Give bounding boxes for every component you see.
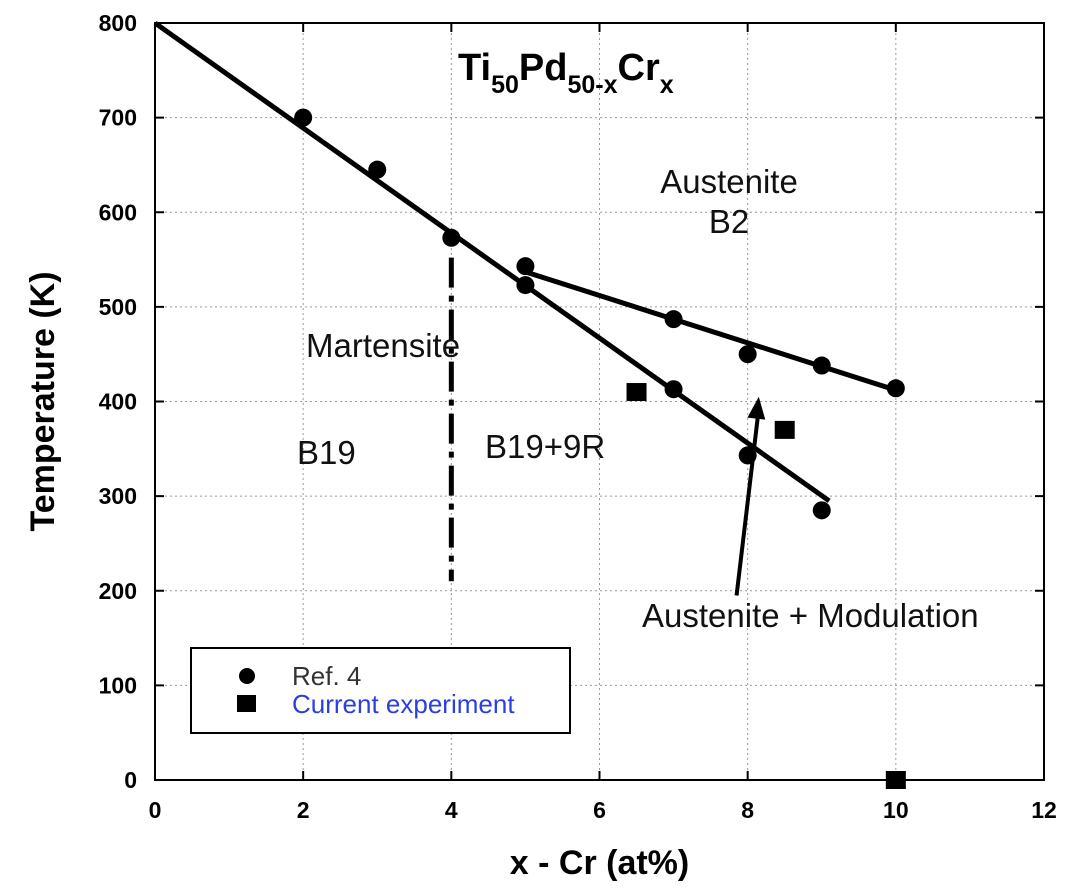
y-tick-label-100: 100 bbox=[99, 672, 137, 698]
x-tick-label-4: 4 bbox=[445, 797, 458, 823]
point-current-0 bbox=[626, 383, 647, 402]
chart-title-formula: Ti50Pd50-xCrx bbox=[458, 47, 674, 99]
y-tick-labels: 0 100 200 300 400 500 600 700 800 bbox=[99, 10, 137, 793]
title-pd: Pd bbox=[519, 47, 568, 89]
y-tick-label-300: 300 bbox=[99, 483, 137, 509]
arrow-head bbox=[747, 396, 766, 420]
title-sub-x: x bbox=[660, 71, 674, 99]
title-cr: Cr bbox=[618, 47, 660, 89]
fit-line-0 bbox=[153, 20, 831, 503]
y-axis-title: Temperature (K) bbox=[24, 271, 62, 531]
y-tick-label-200: 200 bbox=[99, 578, 137, 604]
data-points bbox=[294, 108, 906, 789]
y-tick-label-800: 800 bbox=[99, 10, 137, 36]
point-ref4-1 bbox=[368, 160, 387, 179]
y-tick-label-0: 0 bbox=[124, 767, 137, 793]
legend-circle-marker bbox=[239, 668, 255, 684]
x-tick-label-0: 0 bbox=[149, 797, 162, 823]
point-ref4-5 bbox=[664, 310, 683, 329]
legend-box bbox=[190, 647, 571, 734]
point-ref4-2 bbox=[442, 228, 461, 247]
legend-ref4-label: Ref. 4 bbox=[292, 661, 361, 691]
label-b2: B2 bbox=[709, 203, 749, 240]
label-martensite: Martensite bbox=[306, 327, 460, 364]
point-ref4-3 bbox=[516, 257, 535, 276]
point-ref4-11 bbox=[886, 379, 905, 398]
x-tick-label-12: 12 bbox=[1031, 797, 1057, 823]
x-tick-label-10: 10 bbox=[883, 797, 909, 823]
x-tick-label-6: 6 bbox=[593, 797, 606, 823]
y-tick-label-600: 600 bbox=[99, 199, 137, 225]
legend-current-label: Current experiment bbox=[292, 689, 515, 719]
x-tick-label-2: 2 bbox=[297, 797, 310, 823]
legend: Ref. 4 Current experiment bbox=[190, 647, 571, 734]
arrow-shaft bbox=[734, 408, 761, 596]
point-current-2 bbox=[885, 771, 906, 789]
x-axis-title: x - Cr (at%) bbox=[510, 844, 689, 882]
legend-square-marker bbox=[237, 695, 256, 712]
label-b19: B19 bbox=[297, 434, 356, 471]
x-tick-labels: 0 2 4 6 8 10 12 bbox=[149, 797, 1057, 823]
modulation-arrow bbox=[734, 396, 766, 596]
point-ref4-9 bbox=[812, 356, 831, 375]
label-austenite-modulation: Austenite + Modulation bbox=[642, 597, 979, 634]
fit-line-1 bbox=[524, 269, 897, 393]
point-ref4-0 bbox=[294, 108, 313, 127]
y-tick-label-500: 500 bbox=[99, 294, 137, 320]
point-ref4-4 bbox=[516, 276, 535, 295]
point-ref4-7 bbox=[738, 345, 757, 364]
label-b19-9r: B19+9R bbox=[485, 428, 605, 465]
point-ref4-6 bbox=[664, 380, 683, 399]
label-austenite: Austenite bbox=[660, 163, 798, 200]
x-tick-label-8: 8 bbox=[741, 797, 754, 823]
point-ref4-10 bbox=[812, 501, 831, 520]
y-tick-label-700: 700 bbox=[99, 105, 137, 131]
title-sub-50: 50 bbox=[491, 71, 519, 99]
title-ti: Ti bbox=[458, 47, 491, 89]
title-sub-50-x: 50-x bbox=[567, 71, 617, 99]
point-current-1 bbox=[774, 420, 795, 439]
fit-lines bbox=[153, 20, 897, 582]
y-tick-label-400: 400 bbox=[99, 389, 137, 415]
